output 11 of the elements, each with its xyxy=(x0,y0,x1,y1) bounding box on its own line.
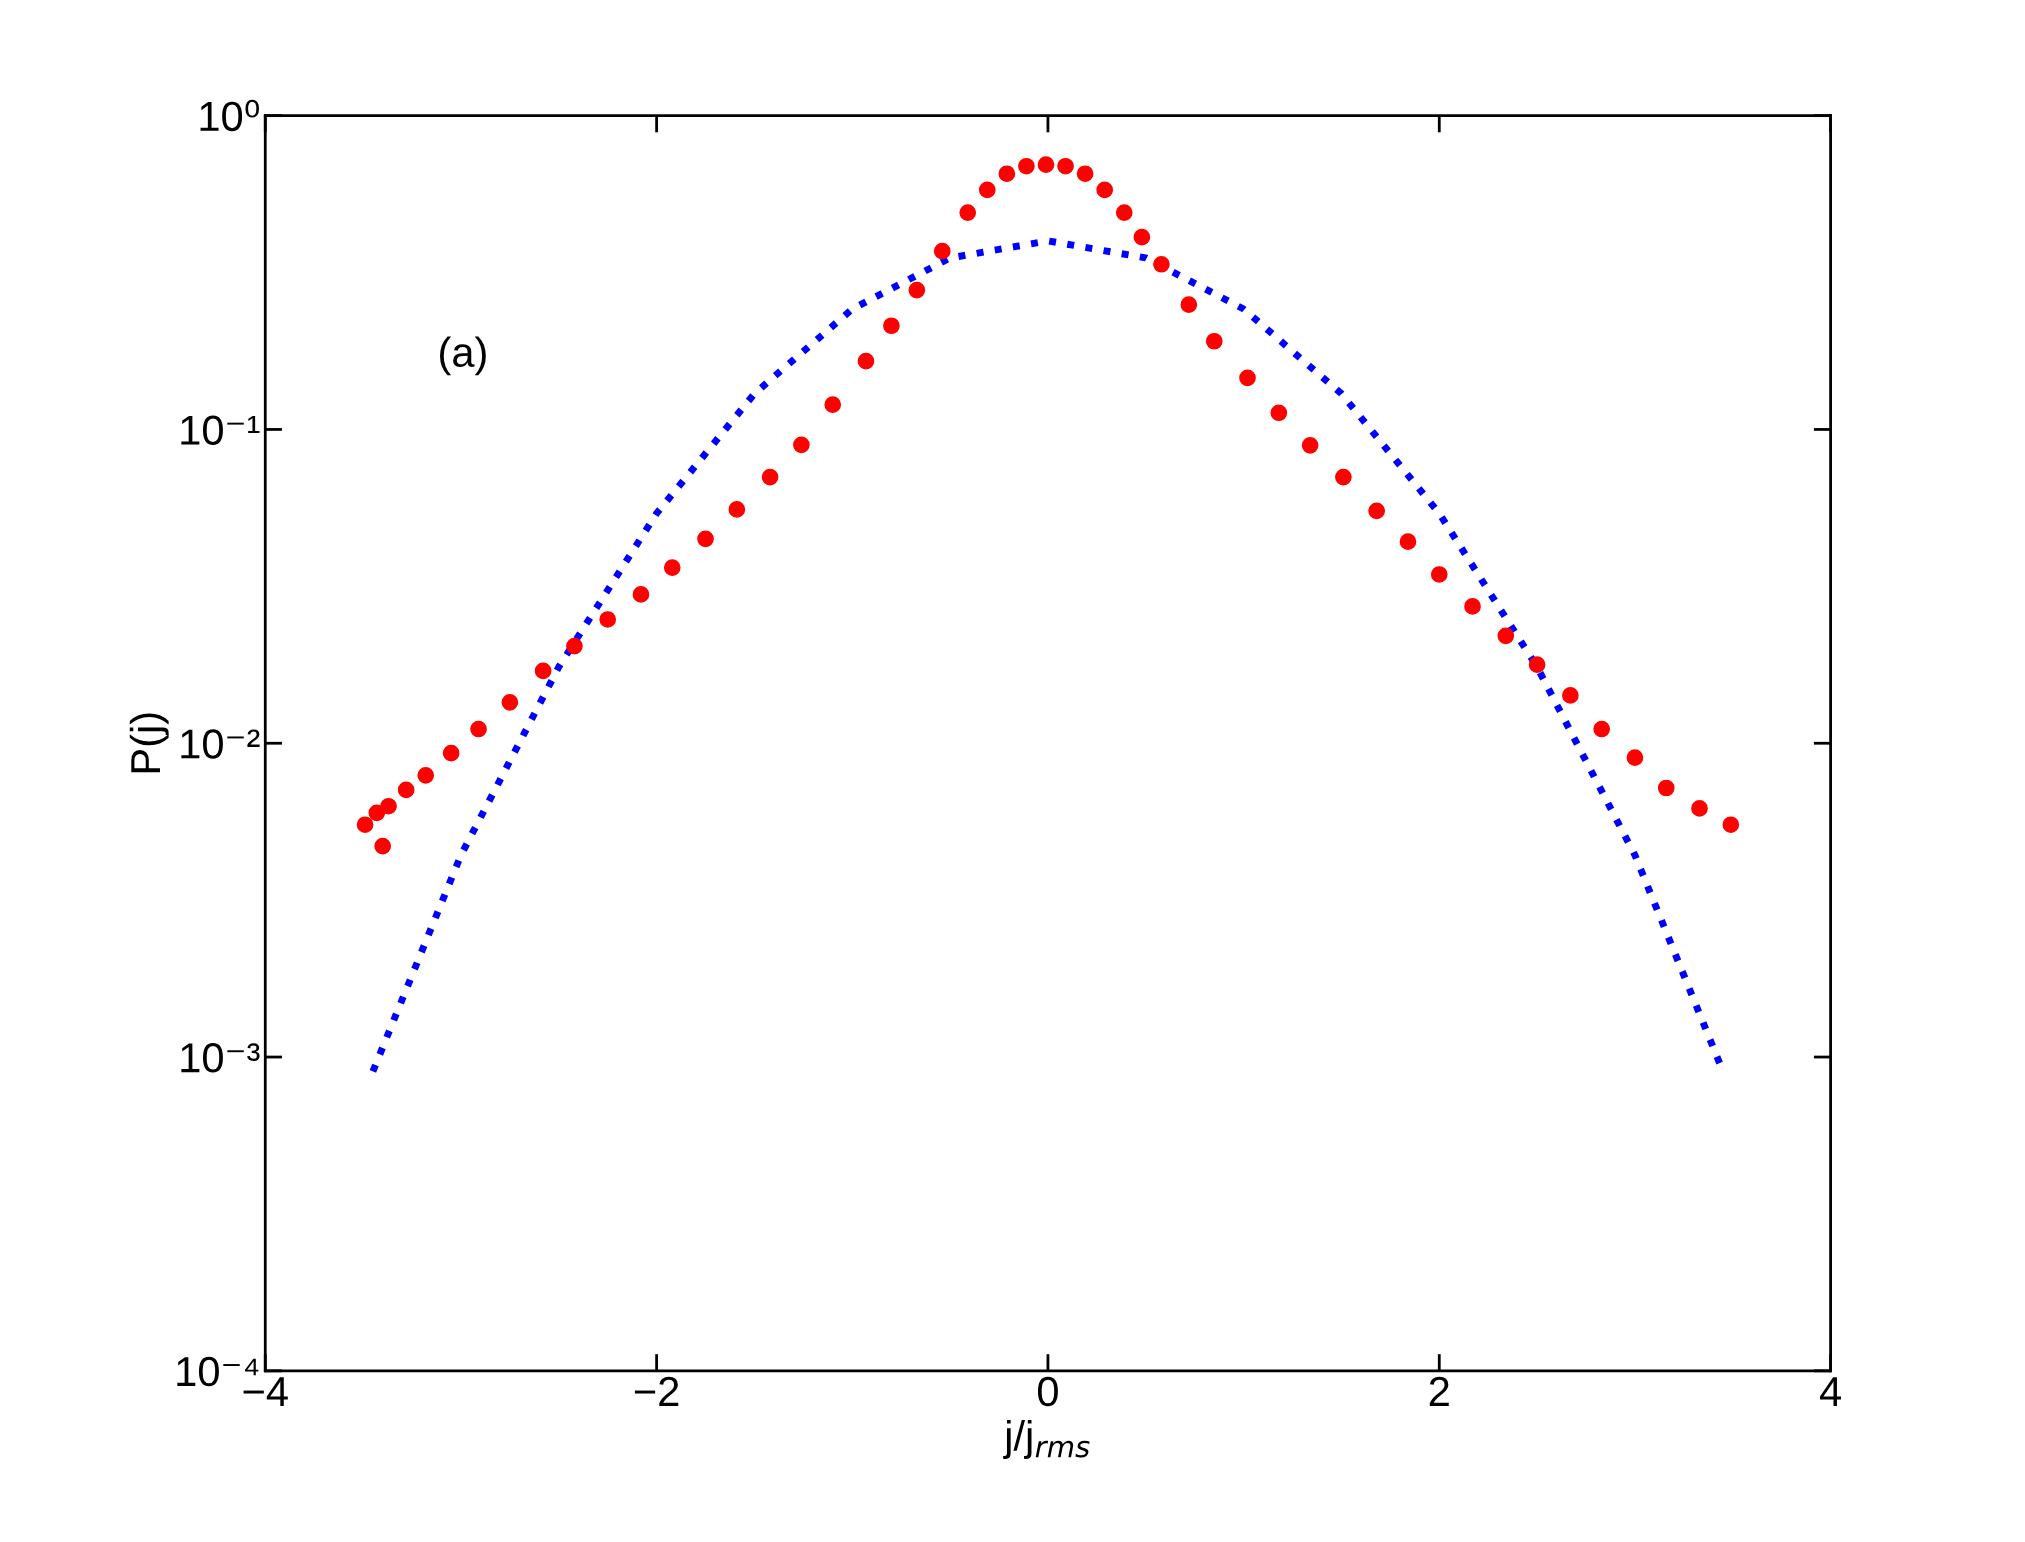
y-tick-label: 10⁻² xyxy=(181,729,260,759)
y-axis-title: P(j) xyxy=(129,713,169,773)
y-tick-label: 10⁻³ xyxy=(181,1043,260,1073)
annotation: (a) xyxy=(440,336,486,376)
x-axis-title: j/j$_{rms}$ xyxy=(1003,1420,1090,1459)
x-tick-label: 2 xyxy=(1429,1376,1449,1406)
y-tick-label: 10⁻¹ xyxy=(181,415,260,445)
x-tick-label: 4 xyxy=(1819,1377,1841,1406)
x-tick-label: −2 xyxy=(634,1376,679,1406)
y-tick-label: 10⁰ xyxy=(200,99,259,132)
x-tick-label: 0 xyxy=(1037,1376,1058,1407)
